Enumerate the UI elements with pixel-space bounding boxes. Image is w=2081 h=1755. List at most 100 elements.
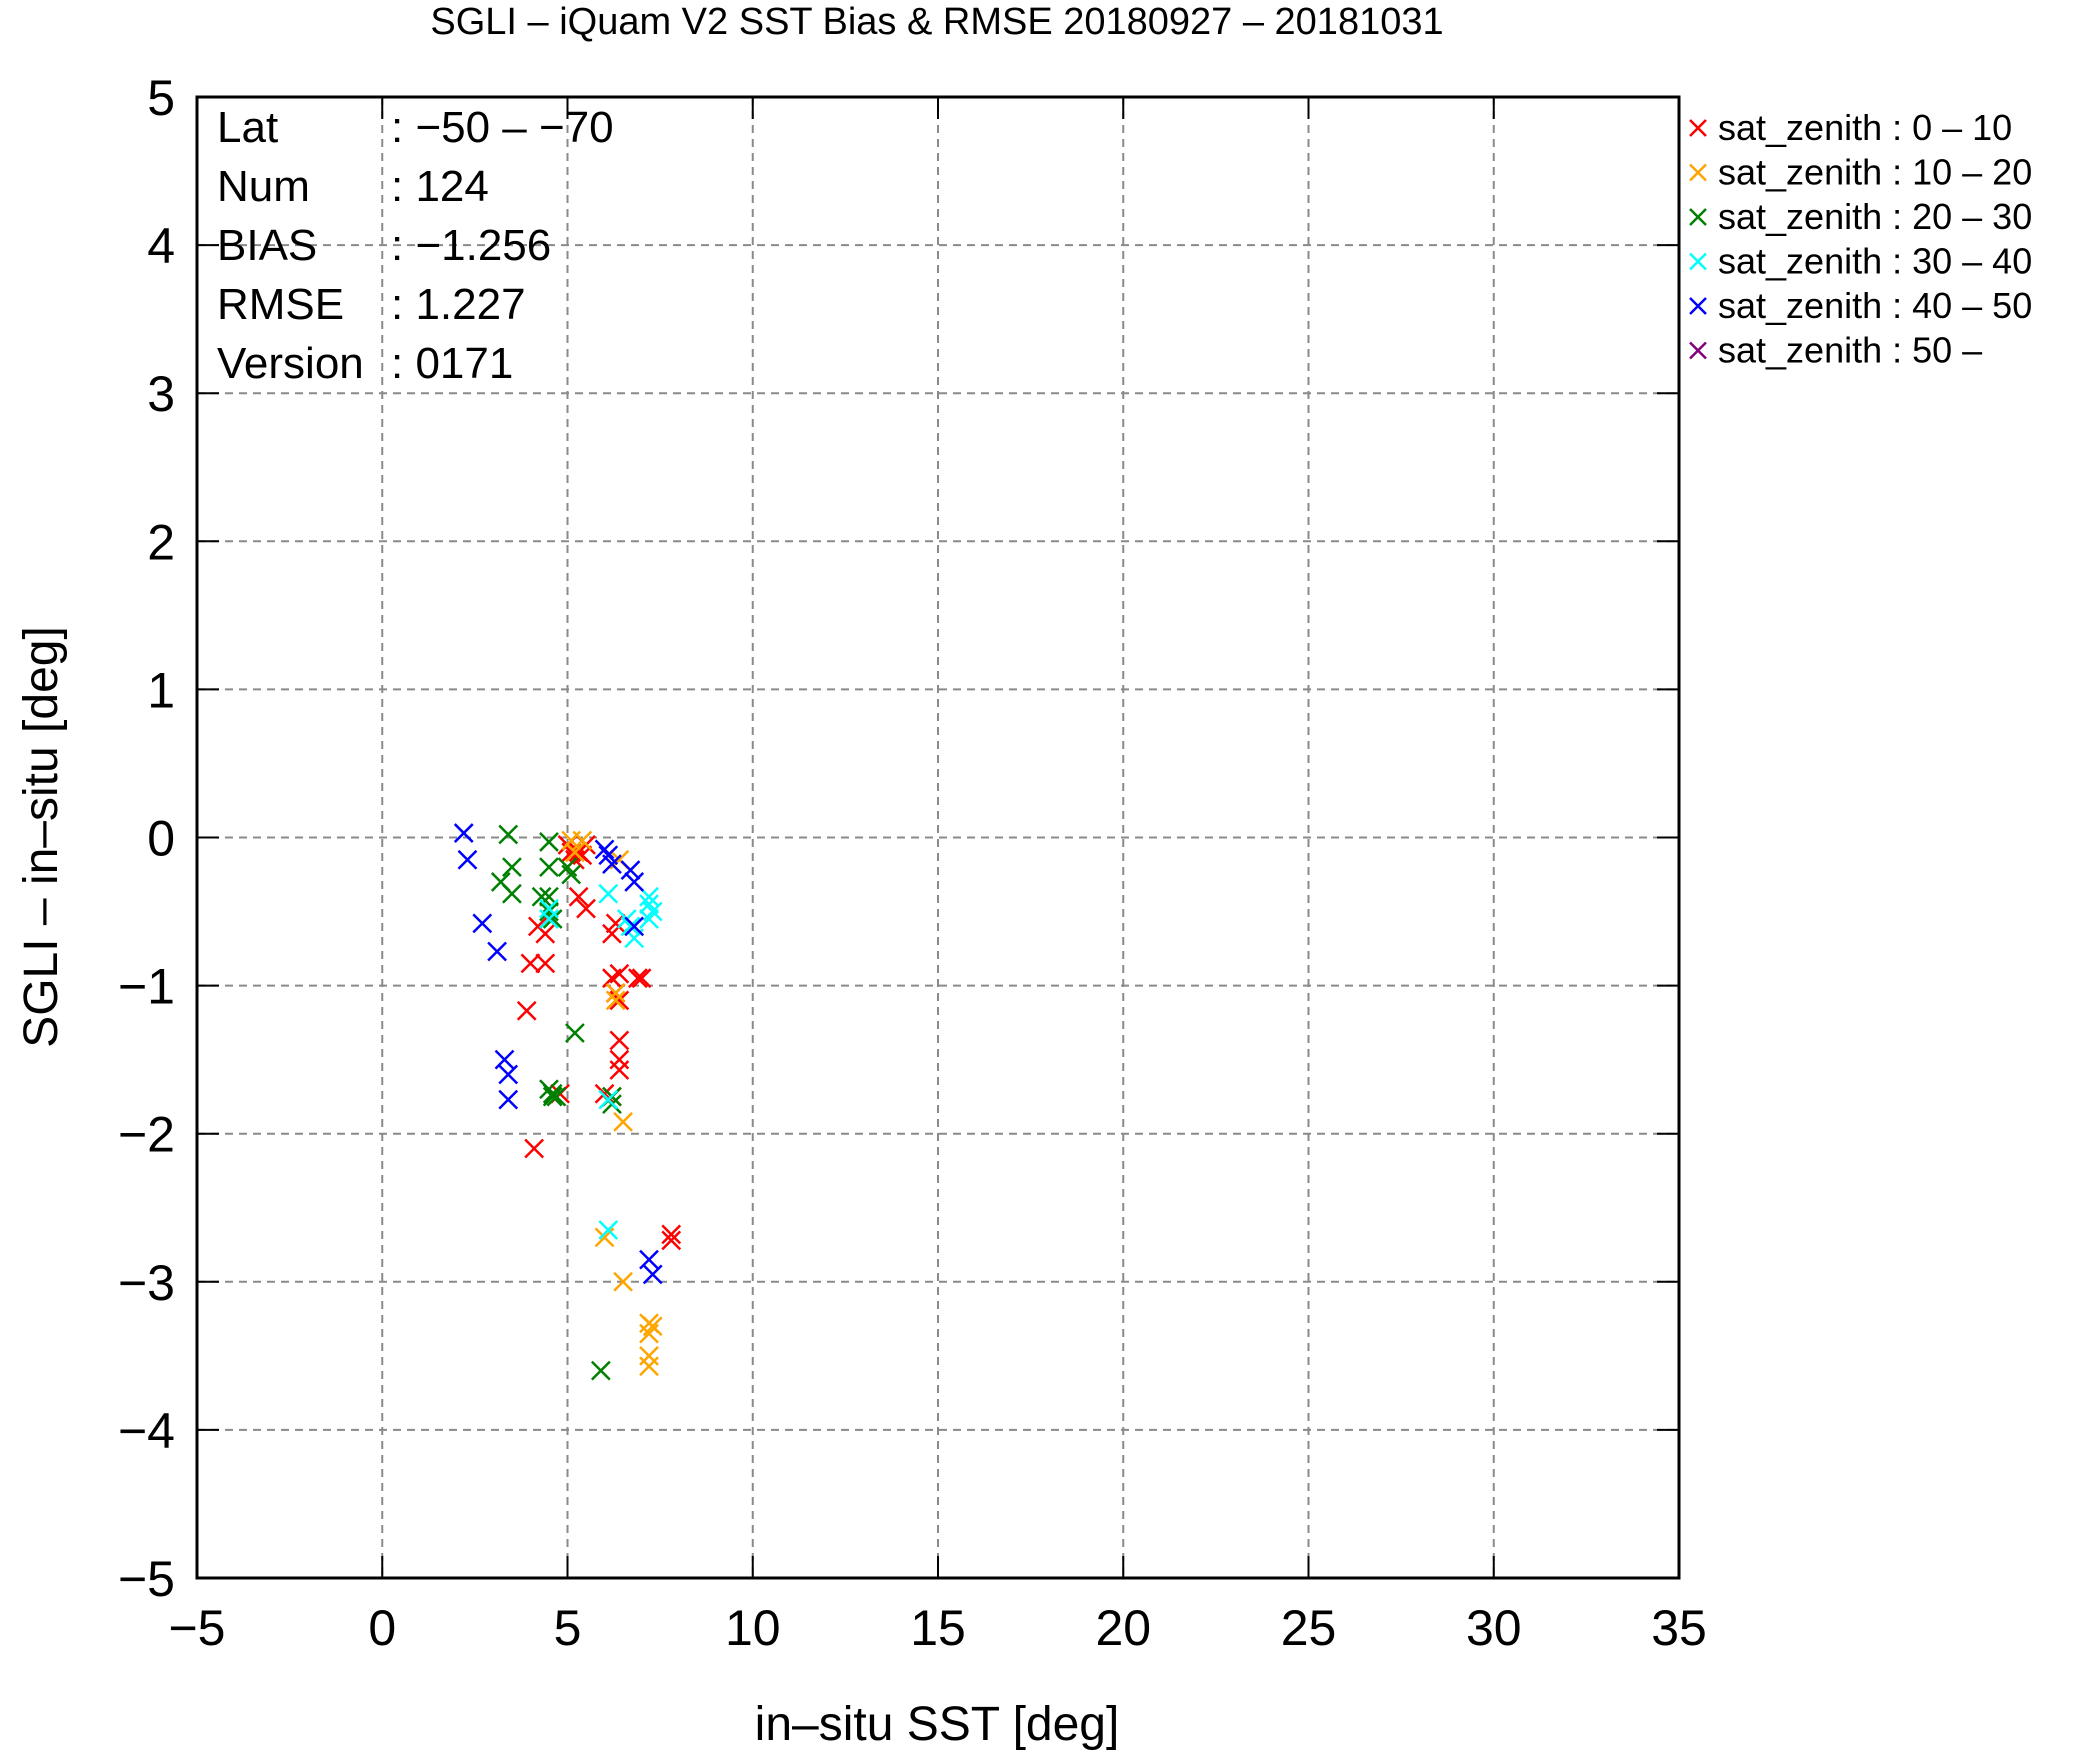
x-axis-label: in–situ SST [deg] (755, 1698, 1120, 1751)
data-point (598, 883, 619, 904)
data-point (539, 909, 559, 929)
y-tick-label: 5 (147, 70, 175, 126)
data-point (605, 990, 626, 1011)
data-point (520, 953, 541, 974)
data-point (639, 1249, 659, 1270)
legend-label: sat_zenith : 0 – 10 (1718, 107, 2012, 148)
data-point (602, 854, 622, 875)
x-tick-label: 35 (1651, 1600, 1707, 1656)
data-point (572, 830, 593, 851)
data-point (516, 1000, 537, 1021)
grid-lines (197, 97, 1679, 1578)
data-point (498, 1064, 519, 1085)
legend-marker (1689, 208, 1707, 226)
data-point (594, 1083, 615, 1104)
data-point (661, 1230, 682, 1251)
data-point (535, 923, 556, 944)
data-point (535, 953, 556, 974)
data-point (598, 1089, 619, 1110)
data-point (565, 842, 585, 863)
y-tick-label: −3 (118, 1255, 175, 1311)
legend-marker (1689, 252, 1707, 271)
legend-marker (1689, 163, 1707, 182)
legend-label: sat_zenith : 10 – 20 (1718, 152, 2032, 193)
data-point (498, 824, 519, 845)
legend-marker (1689, 341, 1707, 360)
stat-value: : 0171 (391, 339, 513, 388)
legend-label: sat_zenith : 30 – 40 (1718, 241, 2032, 282)
x-tick-label: −5 (168, 1600, 225, 1656)
y-tick-label: 1 (147, 662, 175, 718)
data-point (624, 872, 645, 892)
data-point (546, 1086, 567, 1107)
y-tick-label: 2 (147, 514, 175, 570)
data-point (609, 963, 630, 984)
data-point (453, 823, 474, 843)
stat-value: : −50 – −70 (391, 103, 614, 152)
data-point (631, 968, 652, 989)
data-point (498, 1089, 519, 1110)
data-point (594, 839, 615, 860)
stats-box: Lat: −50 – −70 Num: 124 BIAS: −1.256 RMSE: … (217, 103, 614, 388)
data-point (502, 857, 522, 878)
x-tick-label: 10 (725, 1600, 781, 1656)
x-tick-label: 25 (1281, 1600, 1337, 1656)
legend-marker (1689, 297, 1707, 315)
x-tick-label: 30 (1466, 1600, 1522, 1656)
x-tick-labels: −5 0 5 10 15 20 25 30 35 (168, 1600, 1706, 1656)
data-point (539, 857, 559, 878)
data-point (613, 1111, 633, 1132)
legend-marker (1689, 119, 1707, 137)
y-tick-label: −2 (118, 1107, 175, 1163)
plot-area-border (195, 95, 1681, 1580)
x-tick-label: 20 (1095, 1600, 1151, 1656)
legend-label: sat_zenith : 20 – 30 (1718, 196, 2032, 237)
data-point (502, 883, 522, 904)
data-point (487, 941, 507, 962)
data-point (561, 864, 582, 885)
data-point (609, 1030, 630, 1051)
stat-value: : −1.256 (391, 221, 551, 270)
data-point (620, 916, 641, 937)
data-point (620, 860, 641, 880)
legend-label: sat_zenith : 50 – (1718, 330, 1982, 371)
chart-title: SGLI – iQuam V2 SST Bias & RMSE 20180927… (430, 1, 1443, 43)
data-point (542, 1086, 563, 1107)
data-point (457, 849, 478, 870)
data-point (639, 1323, 659, 1344)
legend-label: sat_zenith : 40 – 50 (1718, 285, 2032, 326)
data-point (613, 1271, 633, 1292)
data-point (598, 1220, 619, 1240)
stat-value: : 1.227 (391, 280, 526, 329)
stat-label: RMSE (217, 280, 344, 329)
data-point (639, 1356, 659, 1377)
stat-value: : 124 (391, 162, 489, 211)
y-tick-label: 4 (147, 218, 175, 274)
y-tick-labels: −5 −4 −3 −2 −1 0 1 2 3 4 5 (118, 70, 175, 1607)
data-point (661, 1224, 682, 1245)
data-point (609, 1049, 630, 1070)
data-point (628, 968, 648, 989)
y-tick-label: 0 (147, 811, 175, 867)
data-point (605, 983, 626, 1003)
x-tick-label: 5 (554, 1600, 582, 1656)
y-tick-label: −1 (118, 959, 175, 1015)
data-point (542, 909, 563, 929)
data-point (565, 1023, 585, 1043)
data-point (639, 909, 659, 929)
data-points (453, 823, 682, 1381)
data-point (609, 1060, 630, 1080)
x-tick-label: 15 (910, 1600, 966, 1656)
x-tick-label: 0 (368, 1600, 396, 1656)
data-point (539, 832, 559, 852)
data-point (568, 886, 589, 907)
y-axis-label: SGLI – in–situ [deg] (15, 626, 68, 1048)
y-tick-label: −5 (118, 1551, 175, 1607)
data-point (576, 898, 596, 919)
y-tick-label: 3 (147, 366, 175, 422)
data-point (624, 916, 645, 937)
stat-label: BIAS (217, 221, 317, 270)
stat-label: Num (217, 162, 310, 211)
